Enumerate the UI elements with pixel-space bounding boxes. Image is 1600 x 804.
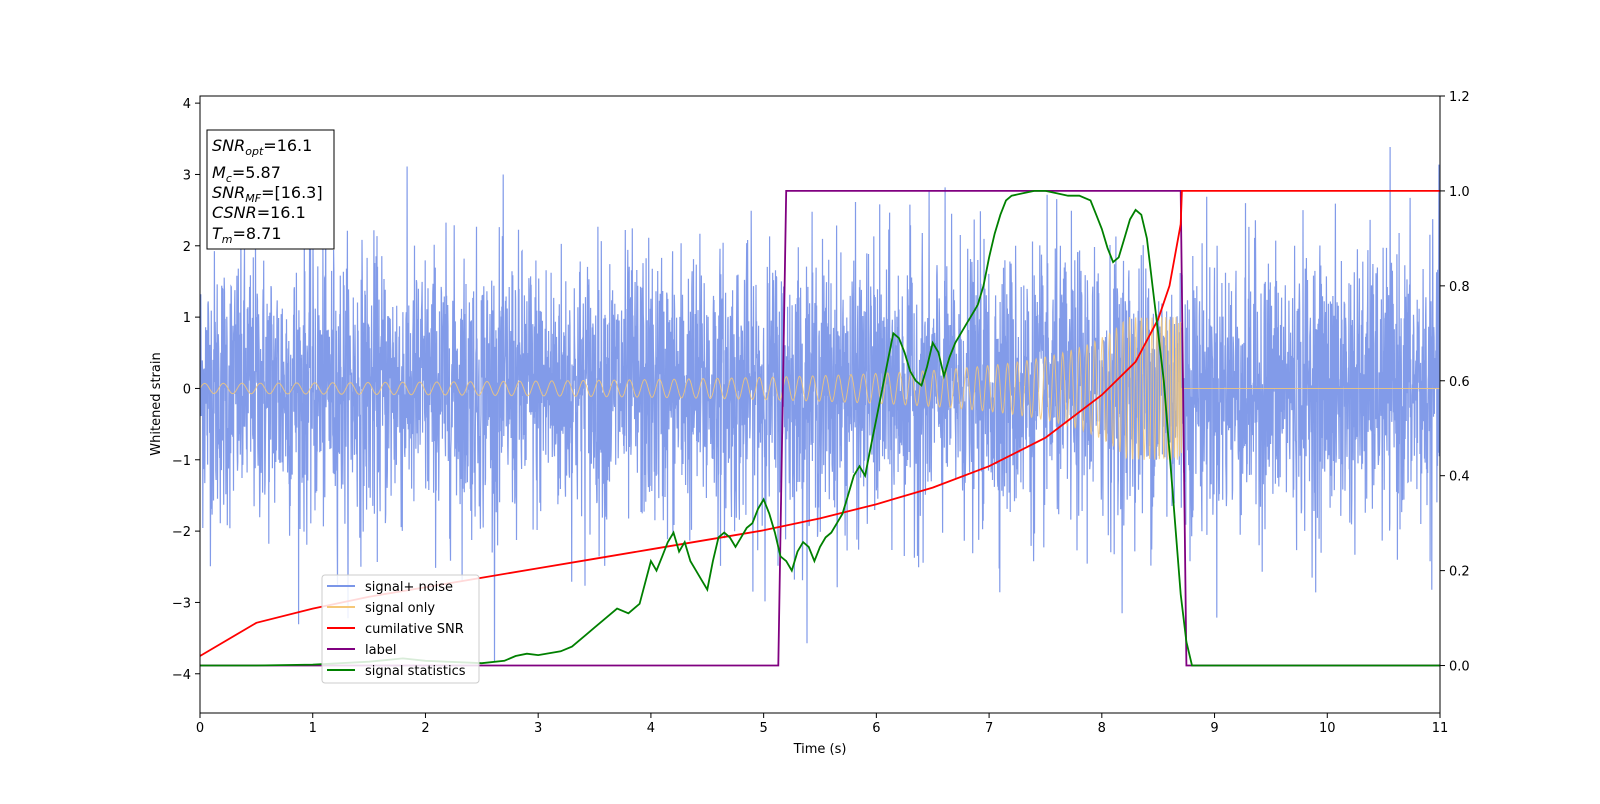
annotation-value: =[16.3] <box>261 183 323 202</box>
x-tick-label: 7 <box>985 721 993 736</box>
annotation-subscript: c <box>226 172 232 185</box>
legend-label: signal statistics <box>365 664 466 679</box>
annotation-frame <box>206 129 335 250</box>
series-signal-noise <box>200 146 1440 662</box>
y-left-tick-label: −3 <box>172 596 191 611</box>
y-left-tick-label: −4 <box>172 668 191 683</box>
legend: signal+ noise signal only cumilative SNR la… <box>321 574 480 684</box>
annotation-value: =16.1 <box>263 136 312 155</box>
legend-label: label <box>365 643 396 658</box>
annotation-value: =16.1 <box>257 203 306 222</box>
legend-frame <box>321 574 480 684</box>
x-tick-label: 11 <box>1432 721 1449 736</box>
y-left-tick-label: −2 <box>172 525 191 540</box>
y-right-tick-label: 0.0 <box>1449 660 1470 675</box>
annotation-base: SNR <box>212 136 245 155</box>
annotation-base: SNR <box>212 183 245 202</box>
y-left-tick-label: 1 <box>183 311 191 326</box>
annotation-line: SNRMF=[16.3] <box>212 183 323 205</box>
series-signal-only <box>200 317 1440 460</box>
x-axis: 0 1 2 3 4 5 6 7 8 9 10 11 <box>196 713 1448 736</box>
annotation-line: SNRopt=16.1 <box>212 136 312 158</box>
x-axis-label: Time (s) <box>793 742 847 757</box>
x-tick-label: 1 <box>309 721 317 736</box>
x-tick-label: 3 <box>534 721 542 736</box>
y-left-axis: −4 −3 −2 −1 0 1 2 3 4 <box>172 97 200 683</box>
y-left-tick-label: 4 <box>183 97 191 112</box>
series-signal-statistics <box>200 190 1440 667</box>
plot-frame <box>199 95 1441 714</box>
annotation-line: Tm=8.71 <box>212 224 282 246</box>
x-tick-label: 0 <box>196 721 204 736</box>
y-left-tick-label: −1 <box>172 454 191 469</box>
annotation-subscript: opt <box>245 145 264 158</box>
annotation-base: CSNR <box>212 203 257 222</box>
y-left-tick-label: 0 <box>183 382 191 397</box>
annotation-box: SNRopt=16.1Mc=5.87SNRMF=[16.3]CSNR=16.1T… <box>206 129 335 250</box>
x-tick-label: 6 <box>872 721 880 736</box>
annotation-subscript: m <box>222 233 233 246</box>
y-right-tick-label: 0.4 <box>1449 470 1470 485</box>
legend-label: signal only <box>365 601 435 616</box>
x-tick-label: 10 <box>1319 721 1336 736</box>
x-tick-label: 5 <box>759 721 767 736</box>
y-right-tick-label: 0.2 <box>1449 565 1470 580</box>
x-tick-label: 8 <box>1098 721 1106 736</box>
y-right-tick-label: 0.8 <box>1449 280 1470 295</box>
annotation-value: =8.71 <box>233 224 282 243</box>
legend-label: cumilative SNR <box>365 622 464 637</box>
annotation-base: T <box>212 224 223 243</box>
x-tick-label: 2 <box>421 721 429 736</box>
x-tick-label: 4 <box>647 721 655 736</box>
y-right-tick-label: 1.2 <box>1449 90 1470 105</box>
annotation-subscript: MF <box>245 192 261 205</box>
annotation-base: M <box>212 163 226 182</box>
annotation-line: Mc=5.87 <box>212 163 281 185</box>
x-tick-label: 9 <box>1210 721 1218 736</box>
annotation-line: CSNR=16.1 <box>212 203 306 222</box>
y-right-tick-label: 0.6 <box>1449 375 1470 390</box>
y-left-tick-label: 2 <box>183 240 191 255</box>
annotation-value: =5.87 <box>232 163 281 182</box>
y-axis-label: Whitened strain <box>149 352 164 455</box>
y-left-tick-label: 3 <box>183 168 191 183</box>
y-right-axis: 0.0 0.2 0.4 0.6 0.8 1.0 1.2 <box>1440 90 1470 675</box>
legend-label: signal+ noise <box>365 580 453 595</box>
y-right-tick-label: 1.0 <box>1449 185 1470 200</box>
